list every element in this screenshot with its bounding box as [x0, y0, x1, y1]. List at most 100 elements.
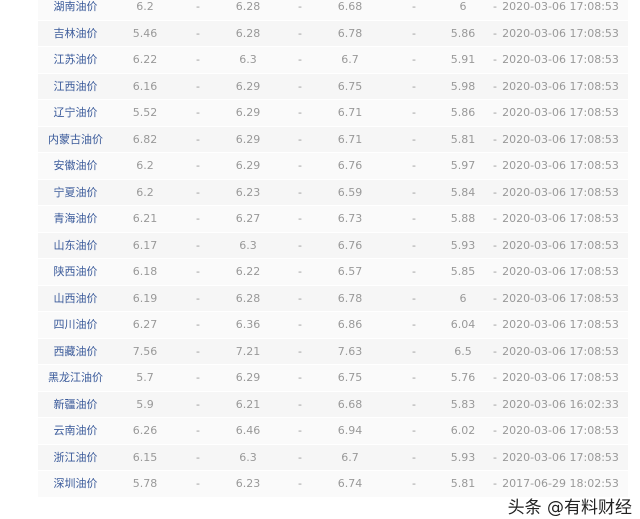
- change: -: [298, 132, 302, 146]
- price-92: 6.36: [235, 318, 261, 331]
- price-diesel: 6.5: [454, 344, 472, 358]
- change: -: [412, 132, 416, 146]
- price-89: 6.2: [136, 159, 154, 172]
- change: -: [298, 185, 302, 199]
- price-diesel: 5.91: [450, 53, 476, 66]
- price-89: 6.15: [132, 450, 158, 464]
- province-link[interactable]: 四川油价: [53, 318, 98, 331]
- update-time: 2020-03-06 17:08:53: [502, 53, 619, 66]
- province-link[interactable]: 江西油价: [53, 79, 98, 93]
- change: -: [493, 26, 497, 40]
- table-row: 吉林油价 5.46-6.28-6.78-5.86-2020-03-06 17:08…: [38, 20, 628, 47]
- change: -: [298, 0, 302, 13]
- change: -: [298, 450, 302, 464]
- province-link[interactable]: 宁夏油价: [53, 185, 98, 199]
- table-row: 山西油价 6.19-6.28-6.78-6-2020-03-06 17:08:53: [38, 285, 628, 312]
- change: -: [412, 397, 416, 411]
- table-row: 青海油价 6.21-6.27-6.73-5.88-2020-03-06 17:08…: [38, 206, 628, 233]
- table-row: 江苏油价 6.22-6.3-6.7-5.91-2020-03-06 17:08:5…: [38, 47, 628, 74]
- price-92: 6.29: [235, 159, 261, 172]
- table-row: 浙江油价 6.15-6.3-6.7-5.93-2020-03-06 17:08:5…: [38, 444, 628, 471]
- change: -: [196, 106, 200, 119]
- price-95: 6.71: [337, 132, 363, 146]
- price-92: 6.46: [235, 424, 261, 437]
- change: -: [196, 477, 200, 490]
- province-link[interactable]: 安徽油价: [53, 159, 98, 172]
- price-89: 6.27: [132, 318, 158, 331]
- change: -: [493, 0, 497, 13]
- province-link[interactable]: 深圳油价: [53, 477, 98, 490]
- change: -: [493, 132, 497, 146]
- province-link[interactable]: 西藏油价: [53, 344, 98, 358]
- change: -: [493, 371, 497, 384]
- price-diesel: 6: [459, 291, 467, 305]
- price-95: 6.78: [337, 26, 363, 40]
- province-link[interactable]: 新疆油价: [53, 397, 98, 411]
- change: -: [493, 318, 497, 331]
- change: -: [493, 79, 497, 93]
- price-diesel: 6.02: [450, 424, 476, 437]
- price-diesel: 5.81: [450, 132, 476, 146]
- price-diesel: 5.86: [450, 26, 476, 40]
- change: -: [196, 53, 200, 66]
- change: -: [412, 53, 416, 66]
- change: -: [412, 26, 416, 40]
- table-row: 安徽油价 6.2-6.29-6.76-5.97-2020-03-06 17:08:…: [38, 153, 628, 180]
- update-time: 2020-03-06 17:08:53: [502, 238, 619, 252]
- province-link[interactable]: 云南油价: [53, 424, 98, 437]
- update-time: 2020-03-06 17:08:53: [502, 265, 619, 278]
- price-92: 6.29: [235, 132, 261, 146]
- price-89: 5.78: [132, 477, 158, 490]
- price-92: 6.3: [239, 53, 257, 66]
- province-link[interactable]: 湖南油价: [53, 0, 98, 13]
- change: -: [493, 344, 497, 358]
- province-link[interactable]: 山东油价: [53, 238, 98, 252]
- province-link[interactable]: 浙江油价: [53, 450, 98, 464]
- change: -: [493, 53, 497, 66]
- table-row: 四川油价 6.27-6.36-6.86-6.04-2020-03-06 17:08…: [38, 312, 628, 339]
- province-link[interactable]: 吉林油价: [53, 26, 98, 40]
- update-time: 2020-03-06 17:08:53: [502, 185, 619, 199]
- price-92: 6.29: [235, 371, 261, 384]
- update-time: 2020-03-06 16:02:33: [502, 397, 619, 411]
- change: -: [196, 291, 200, 305]
- change: -: [298, 291, 302, 305]
- price-92: 6.29: [235, 106, 261, 119]
- change: -: [298, 318, 302, 331]
- province-link[interactable]: 内蒙古油价: [48, 132, 103, 146]
- change: -: [196, 265, 200, 278]
- price-92: 6.3: [239, 238, 257, 252]
- change: -: [298, 26, 302, 40]
- price-95: 6.57: [337, 265, 363, 278]
- price-diesel: 5.97: [450, 159, 476, 172]
- province-link[interactable]: 青海油价: [53, 212, 98, 225]
- change: -: [493, 159, 497, 172]
- price-89: 6.2: [136, 0, 154, 13]
- price-89: 6.16: [132, 79, 158, 93]
- province-link[interactable]: 辽宁油价: [53, 106, 98, 119]
- change: -: [412, 371, 416, 384]
- change: -: [298, 477, 302, 490]
- change: -: [412, 450, 416, 464]
- province-link[interactable]: 黑龙江油价: [48, 371, 103, 384]
- change: -: [196, 212, 200, 225]
- update-time: 2020-03-06 17:08:53: [502, 291, 619, 305]
- update-time: 2020-03-06 17:08:53: [502, 424, 619, 437]
- province-link[interactable]: 山西油价: [53, 291, 98, 305]
- province-link[interactable]: 江苏油价: [53, 53, 98, 66]
- price-diesel: 5.88: [450, 212, 476, 225]
- change: -: [196, 26, 200, 40]
- price-92: 6.3: [239, 450, 257, 464]
- table-row: 山东油价 6.17-6.3-6.76-5.93-2020-03-06 17:08:…: [38, 232, 628, 259]
- price-89: 6.26: [132, 424, 158, 437]
- change: -: [196, 371, 200, 384]
- province-link[interactable]: 陕西油价: [53, 265, 98, 278]
- update-time: 2017-06-29 18:02:53: [502, 477, 619, 490]
- oil-price-table: 湖南油价 6.2-6.28-6.68-6-2020-03-06 17:08:53 吉…: [38, 0, 628, 498]
- update-time: 2020-03-06 17:08:53: [502, 371, 619, 384]
- change: -: [196, 159, 200, 172]
- price-89: 6.18: [132, 265, 158, 278]
- price-89: 5.46: [132, 26, 158, 40]
- price-diesel: 5.98: [450, 79, 476, 93]
- change: -: [412, 265, 416, 278]
